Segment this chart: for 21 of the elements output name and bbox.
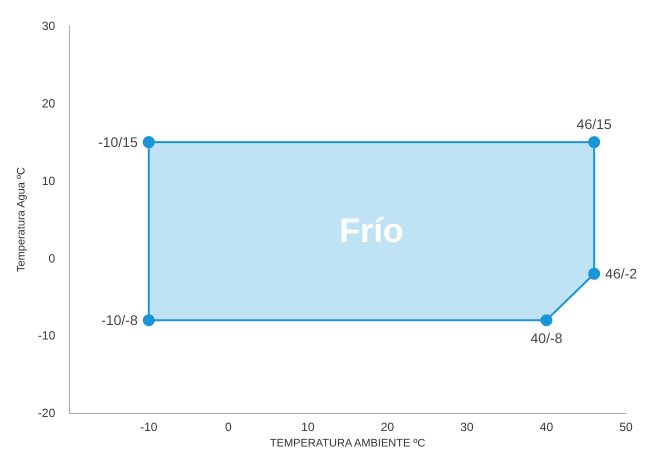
y-tick-label: -20 bbox=[38, 406, 56, 420]
y-axis-title: Temperatura Agua ºC bbox=[16, 167, 28, 272]
x-tick-label: 0 bbox=[224, 420, 232, 434]
data-label: -10/15 bbox=[98, 134, 138, 150]
y-tick-label: 10 bbox=[42, 174, 56, 188]
x-tick-label: 10 bbox=[301, 420, 315, 434]
y-tick-label: -10 bbox=[38, 328, 56, 343]
data-label: 46/-2 bbox=[605, 266, 638, 282]
annotation: Frío bbox=[339, 212, 404, 250]
y-tick-label: 20 bbox=[42, 96, 56, 110]
data-label: 46/15 bbox=[576, 116, 612, 132]
x-axis-title: TEMPERATURA AMBIENTE ºC bbox=[270, 438, 426, 450]
x-tick-label: -10 bbox=[140, 420, 158, 434]
x-tick-label: 20 bbox=[380, 420, 394, 434]
data-label: -10/-8 bbox=[101, 312, 138, 328]
y-tick-label: 30 bbox=[42, 19, 56, 33]
x-tick-label: 30 bbox=[460, 420, 474, 434]
x-tick-label: 40 bbox=[540, 420, 554, 434]
y-tick-label: 0 bbox=[48, 251, 56, 266]
data-label: 40/-8 bbox=[530, 330, 563, 346]
x-tick-label: 50 bbox=[619, 420, 633, 434]
